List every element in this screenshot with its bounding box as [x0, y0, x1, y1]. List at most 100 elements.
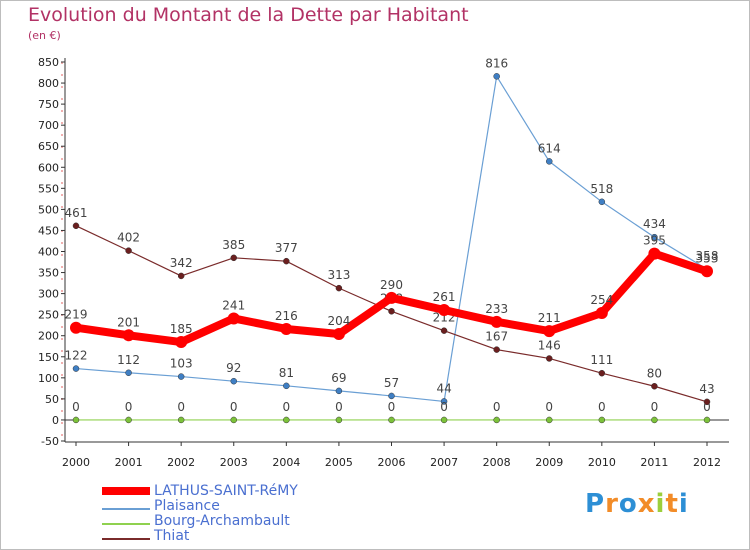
- x-tick-label: 2012: [693, 456, 721, 469]
- y-tick-label: -50: [41, 435, 59, 448]
- x-tick-label: 2004: [272, 456, 300, 469]
- data-label-lathus-saint-r-my: 241: [222, 298, 245, 312]
- data-point-plaisance: [651, 233, 658, 241]
- data-point-lathus-saint-r-my: [595, 306, 608, 319]
- x-tick-label: 2005: [325, 456, 353, 469]
- data-point-bourg-archambault: [177, 416, 185, 424]
- data-label-lathus-saint-r-my: 201: [117, 315, 140, 329]
- data-label-plaisance: 518: [590, 182, 613, 196]
- data-point-thiat: [125, 247, 132, 254]
- data-point-plaisance: [546, 158, 553, 165]
- data-point-plaisance: [125, 369, 132, 377]
- data-label-thiat: 461: [65, 206, 88, 220]
- data-label-lathus-saint-r-my: 204: [327, 314, 350, 328]
- data-point-bourg-archambault: [703, 416, 711, 424]
- legend-swatch-plaisance: [102, 508, 150, 510]
- data-point-plaisance: [493, 73, 500, 80]
- data-label-lathus-saint-r-my: 211: [538, 311, 561, 325]
- x-tick-label: 2007: [430, 456, 458, 469]
- data-label-thiat: 146: [538, 338, 561, 352]
- data-point-thiat: [72, 222, 80, 230]
- data-label-plaisance: 103: [170, 357, 193, 371]
- x-tick-label: 2001: [115, 456, 143, 469]
- proxiti-logo: Proxiti: [585, 489, 689, 519]
- y-tick-label: 350: [38, 267, 59, 280]
- y-tick-label: 300: [38, 288, 59, 301]
- logo-letter: P: [585, 489, 606, 519]
- data-point-thiat: [335, 284, 343, 292]
- data-point-bourg-archambault: [546, 416, 553, 424]
- data-point-thiat: [598, 369, 606, 377]
- data-point-lathus-saint-r-my: [490, 315, 503, 328]
- data-label-bourg-archambault: 0: [388, 400, 396, 414]
- data-label-plaisance: 358: [696, 249, 719, 263]
- legend-label-bourg-archambault: Bourg-Archambault: [154, 513, 290, 529]
- data-point-lathus-saint-r-my: [122, 329, 135, 342]
- x-tick-label: 2008: [483, 456, 511, 469]
- x-tick-label: 2006: [378, 456, 406, 469]
- data-point-plaisance: [72, 365, 80, 372]
- data-label-bourg-archambault: 0: [440, 400, 448, 414]
- data-label-bourg-archambault: 0: [283, 400, 291, 414]
- data-point-thiat: [493, 346, 500, 353]
- data-label-bourg-archambault: 0: [125, 400, 133, 414]
- data-point-thiat: [388, 308, 395, 315]
- data-label-lathus-saint-r-my: 216: [275, 309, 298, 323]
- data-label-plaisance: 92: [226, 361, 241, 375]
- data-label-plaisance: 81: [279, 366, 294, 380]
- y-tick-label: 100: [38, 372, 59, 385]
- logo-letter: x: [637, 489, 656, 519]
- data-point-thiat: [230, 254, 237, 262]
- data-point-bourg-archambault: [493, 416, 500, 424]
- data-label-lathus-saint-r-my: 261: [433, 290, 456, 304]
- data-label-thiat: 111: [590, 353, 613, 367]
- logo-letter: i: [678, 489, 689, 519]
- data-label-thiat: 385: [222, 238, 245, 252]
- data-point-bourg-archambault: [72, 416, 80, 424]
- data-label-bourg-archambault: 0: [493, 400, 501, 414]
- data-label-lathus-saint-r-my: 233: [485, 302, 508, 316]
- data-point-bourg-archambault: [335, 416, 343, 424]
- data-label-plaisance: 69: [331, 371, 346, 385]
- data-point-bourg-archambault: [125, 416, 132, 424]
- legend-label-lathus: LATHUS-SAINT-RéMY: [154, 483, 298, 499]
- data-label-bourg-archambault: 0: [72, 400, 80, 414]
- data-label-plaisance: 122: [65, 349, 88, 363]
- data-label-thiat: 167: [485, 330, 508, 344]
- data-point-plaisance: [177, 373, 185, 380]
- y-tick-label: 800: [38, 77, 59, 90]
- data-label-thiat: 342: [170, 256, 193, 270]
- y-tick-label: 0: [52, 414, 59, 427]
- data-label-plaisance: 57: [384, 376, 399, 390]
- data-point-thiat: [177, 272, 185, 280]
- legend-swatch-lathus: [102, 487, 150, 495]
- data-point-bourg-archambault: [388, 416, 395, 424]
- data-label-bourg-archambault: 0: [230, 400, 238, 414]
- x-tick-label: 2011: [640, 456, 668, 469]
- data-point-lathus-saint-r-my: [438, 304, 451, 317]
- y-tick-label: 200: [38, 330, 59, 343]
- data-label-lathus-saint-r-my: 185: [170, 322, 193, 336]
- data-point-lathus-saint-r-my: [280, 322, 293, 335]
- data-label-thiat: 377: [275, 241, 298, 255]
- data-label-plaisance: 614: [538, 141, 561, 155]
- data-label-thiat: 80: [647, 366, 662, 380]
- y-tick-label: 550: [38, 182, 59, 195]
- data-label-bourg-archambault: 0: [177, 400, 185, 414]
- legend-swatch-bourg-archambault: [102, 523, 150, 525]
- data-label-bourg-archambault: 0: [545, 400, 553, 414]
- data-point-lathus-saint-r-my: [701, 265, 713, 278]
- data-point-lathus-saint-r-my: [332, 328, 345, 341]
- y-tick-label: 50: [45, 393, 59, 406]
- data-point-bourg-archambault: [283, 416, 290, 424]
- data-point-plaisance: [388, 392, 395, 400]
- y-tick-label: 700: [38, 119, 59, 132]
- logo-letter: r: [605, 489, 619, 519]
- y-tick-label: 400: [38, 246, 59, 259]
- data-point-plaisance: [283, 382, 290, 390]
- data-point-plaisance: [335, 387, 343, 395]
- x-tick-label: 2009: [535, 456, 563, 469]
- data-point-lathus-saint-r-my: [227, 312, 240, 325]
- data-point-plaisance: [598, 198, 606, 206]
